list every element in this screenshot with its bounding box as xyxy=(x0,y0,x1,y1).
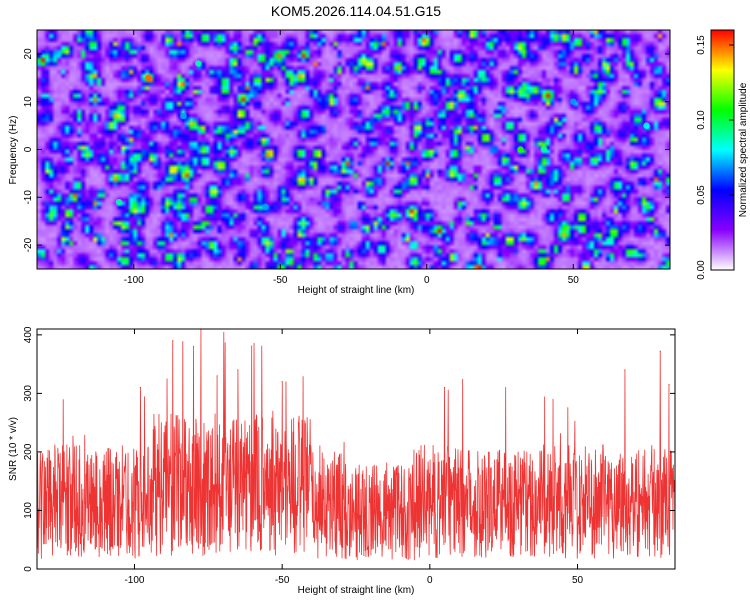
snr-peak-point-3 xyxy=(659,350,661,352)
spectrogram-peaks xyxy=(115,60,650,211)
snr-peak-point-5 xyxy=(624,369,626,371)
snr-peak-point-9 xyxy=(444,386,446,389)
colorbar-tick-label: 0.10 xyxy=(696,110,707,130)
snr-x-axis-label: Height of straight line (km) xyxy=(298,585,415,596)
snr-series-line xyxy=(36,328,676,561)
spectrogram-peak-8 xyxy=(262,203,269,211)
spectrogram-y-tick-label: -20 xyxy=(23,237,34,252)
colorbar-gradient xyxy=(711,30,734,270)
spectrogram-peak-2 xyxy=(517,146,524,153)
spectrogram-x-tick-label: -50 xyxy=(273,275,288,286)
figure-title: KOM5.2026.114.04.51.G15 xyxy=(271,3,441,19)
snr-peak-point-1 xyxy=(172,340,174,342)
spectrogram-y-tick-label: 10 xyxy=(23,96,34,108)
spectrogram-x-tick-label: -100 xyxy=(124,275,144,286)
colorbar-tick-label: 0.00 xyxy=(696,260,707,280)
spectrogram-peak-3 xyxy=(540,146,548,153)
colorbar-label: Normalized spectral amplitude xyxy=(738,82,749,217)
colorbar: 0.00 0.05 0.10 0.15 Normalized spectral amp… xyxy=(696,29,749,280)
snr-x-tick-label: 50 xyxy=(572,575,584,586)
spectrogram-x-ticks: -100 -50 0 50 xyxy=(124,30,580,286)
spectrogram-peak-1 xyxy=(194,60,202,67)
spectrogram-peak-0 xyxy=(145,74,152,82)
spectrogram-x-axis-label: Height of straight line (km) xyxy=(298,285,415,296)
spectrogram-peak-6 xyxy=(643,122,650,129)
spectrogram-peak-7 xyxy=(570,98,577,105)
snr-peaks xyxy=(139,328,670,389)
snr-y-tick-label: 0 xyxy=(23,566,34,572)
snr-y-tick-label: 400 xyxy=(23,326,34,343)
snr-frame xyxy=(36,328,676,570)
snr-peak-point-7 xyxy=(281,381,283,383)
snr-peak-point-10 xyxy=(668,384,670,386)
snr-peak-point-4 xyxy=(237,369,239,371)
snr-x-tick-label: -50 xyxy=(275,575,290,586)
snr-peak-point-8 xyxy=(139,386,141,389)
snr-y-tick-label: 200 xyxy=(23,443,34,460)
spectrogram-peak-5 xyxy=(180,112,187,120)
snr-y-tick-label: 300 xyxy=(23,385,34,402)
snr-x-ticks: -100 -50 0 50 xyxy=(124,329,584,586)
spectrogram-peak-4 xyxy=(115,198,123,206)
spectrogram-y-tick-label: 20 xyxy=(23,48,34,60)
spectrogram-y-axis-label: Frequency (Hz) xyxy=(8,116,19,185)
spectrogram-y-ticks: -20 -10 0 10 20 xyxy=(23,48,670,252)
spectrogram-y-tick-label: -10 xyxy=(23,190,34,205)
colorbar-frame xyxy=(710,29,735,271)
snr-y-ticks: 0 100 200 300 400 xyxy=(23,326,675,572)
snr-x-tick-label: -100 xyxy=(124,575,144,586)
spectrogram-x-tick-label: 0 xyxy=(424,275,430,286)
spectrogram-heatmap xyxy=(37,30,670,269)
colorbar-tick-label: 0.15 xyxy=(696,35,707,55)
colorbar-tick-label: 0.05 xyxy=(696,185,707,205)
spectrogram-y-tick-label: 0 xyxy=(23,146,34,152)
snr-y-axis-label: SNR (10 * v/v) xyxy=(8,417,19,481)
snr-x-tick-label: 0 xyxy=(427,575,433,586)
snr-peak-point-2 xyxy=(192,345,195,348)
spectrogram-x-tick-label: 50 xyxy=(568,275,580,286)
colorbar-ticks: 0.00 0.05 0.10 0.15 xyxy=(696,35,734,280)
snr-y-tick-label: 100 xyxy=(23,502,34,519)
snr-peak-point-6 xyxy=(216,375,218,377)
snr-panel: -100 -50 0 50 0 100 200 300 400 Height of strai… xyxy=(8,326,676,596)
